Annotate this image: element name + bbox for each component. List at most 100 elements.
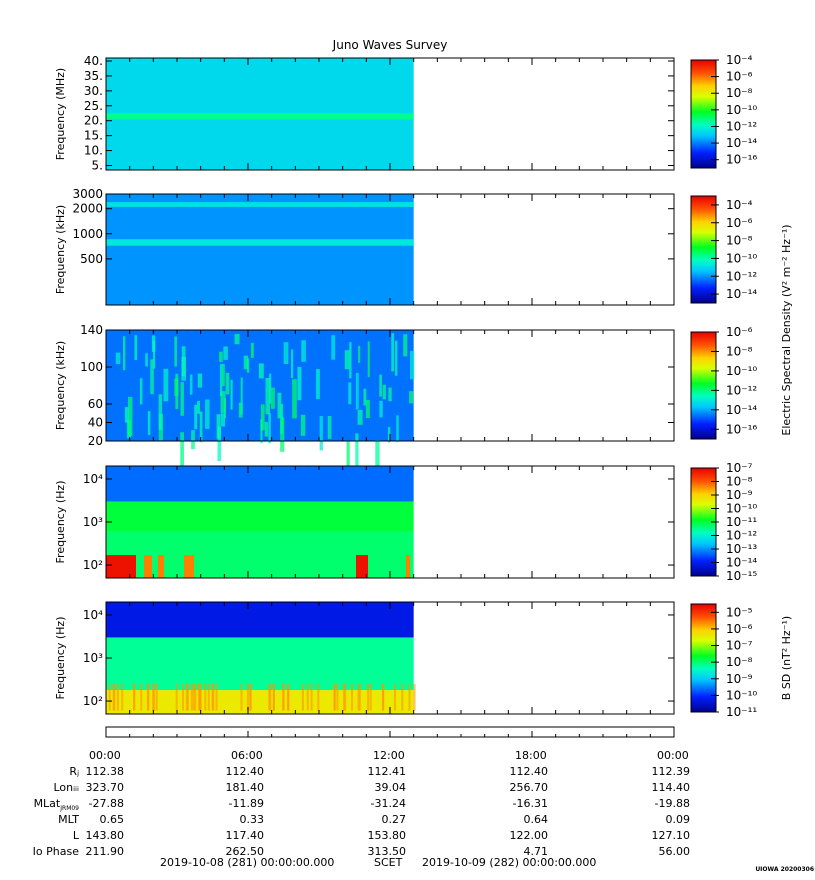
spectrogram-texture — [174, 336, 177, 367]
spectrogram-texture — [348, 382, 352, 405]
spectrogram-texture — [331, 335, 336, 360]
ephemeris-value: -27.88 — [88, 797, 124, 810]
spectrogram-texture — [185, 683, 188, 711]
spectrogram-texture — [406, 555, 410, 578]
spectrogram-texture — [175, 683, 178, 711]
spectrogram-texture — [291, 349, 294, 379]
colorbar-tick-label: 10⁻¹² — [726, 119, 757, 133]
spectrogram-texture — [268, 413, 271, 444]
spectrogram-texture — [243, 355, 249, 370]
spectrogram-texture — [265, 378, 271, 415]
spectrogram-texture — [283, 342, 289, 365]
y-tick-label: 25. — [84, 99, 103, 113]
spectrogram-texture — [121, 683, 124, 711]
spectrogram-texture — [344, 350, 350, 370]
spectrogram-texture — [387, 426, 391, 443]
colorbar-label: Electric Spectral Density (V² m⁻² Hz⁻¹) — [780, 224, 793, 435]
spectrogram-texture — [319, 416, 323, 451]
y-tick-label: 500 — [80, 252, 103, 266]
spectrogram-texture — [225, 372, 230, 395]
y-axis-label: Frequency (kHz) — [54, 205, 67, 294]
spectrogram-texture — [133, 683, 136, 711]
spectrogram-texture — [199, 411, 203, 443]
spectrogram-texture — [356, 555, 368, 578]
spectrogram-texture — [140, 683, 143, 711]
spectrogram-texture — [381, 683, 384, 711]
spectrogram-texture — [333, 683, 336, 711]
spectrogram-texture — [139, 378, 143, 405]
y-tick-label: 30. — [84, 84, 103, 98]
spectrogram-band — [106, 113, 414, 120]
colorbar-tick-label: 10⁻¹⁶ — [726, 153, 757, 167]
spectrogram-panel-5: 10² 10³ 10⁴ Frequency (Hz) 10⁻⁵ 10⁻⁶ 10⁻⁷ 10⁻⁸ 1… — [54, 601, 793, 719]
spectrogram-texture — [223, 346, 228, 360]
spectrogram-texture — [198, 683, 201, 711]
spectrogram-texture — [349, 342, 352, 379]
ephemeris-value: -31.24 — [370, 797, 406, 810]
spectrogram-texture — [292, 379, 297, 419]
colorbar-tick-label: 10⁻⁴ — [726, 198, 753, 212]
spectrogram-texture — [301, 340, 306, 362]
ephemeris-row-sublabel: JRM09 — [60, 805, 79, 813]
spectrogram-texture — [197, 373, 203, 388]
spectrogram-texture — [375, 439, 380, 477]
ephemeris-value: 211.90 — [85, 845, 125, 858]
colorbar — [690, 331, 717, 440]
spectrogram-texture — [258, 363, 264, 379]
colorbar-tick-label: 10⁻¹⁴ — [726, 136, 757, 150]
spectrogram-texture — [351, 683, 354, 711]
spectrogram-texture — [116, 683, 119, 711]
spectrogram-texture — [216, 414, 221, 439]
spectrogram-texture — [355, 433, 359, 467]
spectrogram-texture — [355, 373, 359, 410]
spectrogram-texture — [277, 392, 282, 419]
spectrogram-texture — [271, 387, 275, 409]
credit-label: UIOWA 20200306 — [755, 866, 814, 873]
ephemeris-value: 0.09 — [665, 813, 691, 826]
spectrogram-texture — [189, 374, 193, 395]
ephemeris-value: 112.39 — [651, 765, 691, 778]
y-tick-label: 10. — [84, 144, 103, 158]
time-label: 00:00 — [89, 749, 121, 762]
spectrogram-texture — [150, 359, 154, 395]
colorbar-tick-label: 10⁻¹⁴ — [726, 556, 757, 570]
spectrogram-texture — [147, 411, 151, 435]
spectrogram-texture — [358, 683, 361, 711]
spectrogram-texture — [358, 345, 361, 363]
spectrogram-texture — [220, 413, 226, 427]
ephemeris-value: 114.40 — [651, 781, 691, 794]
spectrogram-band — [106, 202, 414, 207]
spectrogram-texture — [327, 416, 332, 439]
spectrogram-texture — [409, 391, 414, 404]
colorbar-tick-label: 10⁻⁸ — [726, 344, 753, 358]
y-tick-label: 60 — [88, 397, 103, 411]
y-axis-label: Frequency (Hz) — [54, 617, 67, 700]
colorbar-tick-label: 10⁻⁸ — [726, 86, 753, 100]
spectrogram-texture — [306, 683, 309, 711]
spectrogram-texture — [240, 683, 243, 711]
spectrogram-texture — [240, 377, 243, 415]
spectrogram-texture — [357, 409, 363, 425]
colorbar-tick-label: 10⁻⁶ — [726, 622, 753, 636]
spectrogram-texture — [220, 364, 223, 397]
spectrogram-texture — [180, 382, 184, 416]
spectrogram-band — [106, 602, 414, 638]
ephemeris-value: 4.71 — [523, 845, 549, 858]
ephemeris-row-label: MLatJRM09 — [33, 797, 79, 813]
scet-start-label: 2019-10-08 (281) 00:00:00.000 — [160, 856, 335, 869]
spectrogram-texture — [134, 335, 138, 361]
spectrogram-texture — [192, 683, 195, 711]
colorbar-tick-label: 10⁻¹⁶ — [726, 422, 757, 436]
spectrogram-texture — [204, 683, 207, 711]
colorbar-tick-label: 10⁻¹⁰ — [726, 251, 757, 265]
spectrogram-texture — [260, 404, 265, 431]
spectrogram-texture — [250, 342, 254, 358]
spectrogram-texture — [215, 683, 218, 711]
spectrogram-texture — [197, 683, 200, 711]
spectrogram-texture — [301, 683, 304, 711]
spectrogram-texture — [207, 683, 210, 711]
spectrogram-band — [106, 637, 414, 691]
colorbar — [690, 59, 717, 169]
